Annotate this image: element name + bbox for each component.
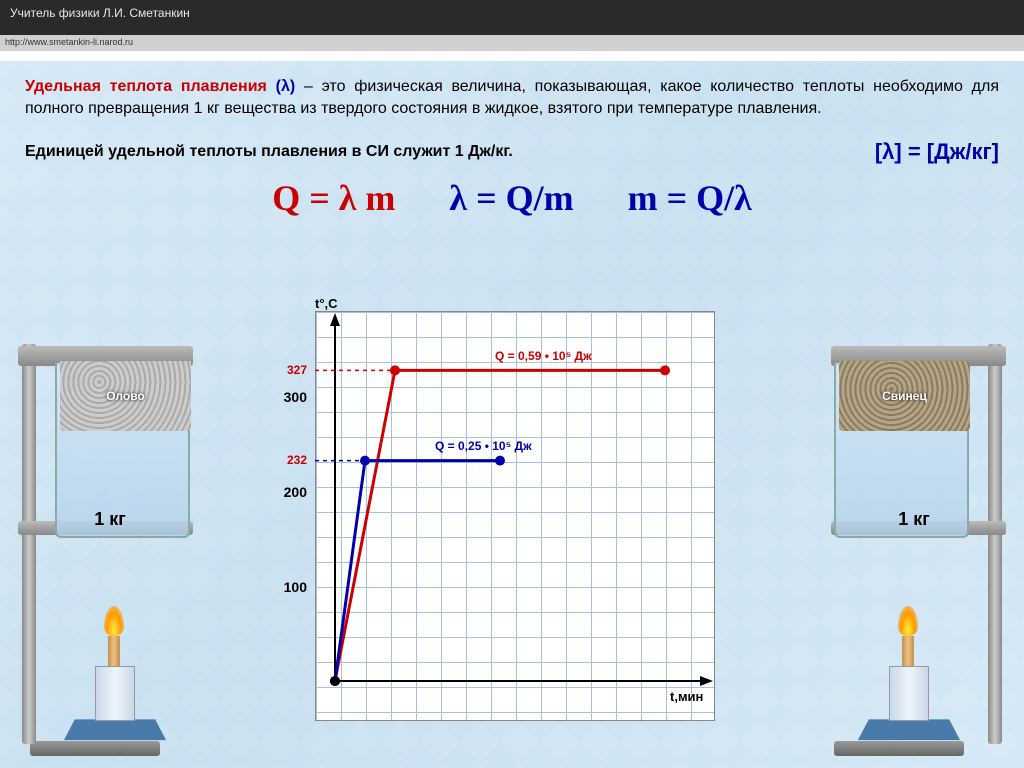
- q-blue-label: Q = 0,25 • 10⁵ Дж: [435, 439, 532, 453]
- lambda-symbol: λ: [281, 78, 290, 95]
- mass-label: 1 кг: [804, 509, 1024, 530]
- burner-body: [95, 666, 135, 721]
- stand-base: [30, 741, 160, 756]
- apparatus-lead: Свинец 1 кг: [804, 331, 1024, 756]
- material-label: Олово: [106, 389, 145, 403]
- tick-300: 300: [262, 389, 307, 405]
- tick-100: 100: [262, 579, 307, 595]
- flame-icon: [104, 606, 124, 636]
- tick-200: 200: [262, 484, 307, 500]
- burner: [854, 681, 964, 741]
- url-text: http://www.smetankin-li.narod.ru: [5, 37, 133, 47]
- stand-rod: [988, 344, 1002, 744]
- tick-327: 327: [262, 363, 307, 377]
- graph: t°,C t,мин 100 200 300 232 327 Q = 0,59 …: [260, 301, 720, 741]
- formula-2: λ = Q/m: [449, 178, 573, 218]
- unit-brackets: [λ] = [Дж/кг]: [875, 139, 999, 165]
- formula-3: m = Q/λ: [628, 178, 752, 218]
- term: Удельная теплота плавления: [25, 78, 267, 95]
- burner: [60, 681, 170, 741]
- y-axis-label: t°,C: [315, 296, 338, 311]
- apparatus-tin: Олово 1 кг: [0, 331, 220, 756]
- definition: Удельная теплота плавления (λ) – это физ…: [25, 76, 999, 121]
- formula-row: Q = λ m λ = Q/m m = Q/λ: [25, 177, 999, 219]
- material-tin: Олово: [60, 361, 191, 431]
- burner-base: [64, 719, 166, 740]
- material-label: Свинец: [882, 389, 927, 403]
- slide-content: Удельная теплота плавления (λ) – это физ…: [0, 61, 1024, 768]
- burner-tube: [108, 636, 120, 666]
- unit-sentence: Единицей удельной теплоты плавления в СИ…: [25, 143, 513, 161]
- url-bar: http://www.smetankin-li.narod.ru: [0, 35, 1024, 51]
- burner-body: [889, 666, 929, 721]
- mass-label: 1 кг: [0, 509, 220, 530]
- q-red-label: Q = 0,59 • 10⁵ Дж: [495, 349, 592, 363]
- teacher-name: Учитель физики Л.И. Сметанкин: [10, 6, 190, 20]
- burner-tube: [902, 636, 914, 666]
- stand-base: [834, 741, 964, 756]
- flame-icon: [898, 606, 918, 636]
- unit-line: Единицей удельной теплоты плавления в СИ…: [25, 139, 999, 165]
- paren-open: (: [267, 78, 281, 95]
- burner-base: [858, 719, 960, 740]
- chart-svg: [260, 301, 720, 741]
- stand-rod: [22, 344, 36, 744]
- formula-main: Q = λ m: [272, 178, 395, 218]
- top-bar: Учитель физики Л.И. Сметанкин: [0, 0, 1024, 35]
- text-block: Удельная теплота плавления (λ) – это физ…: [0, 61, 1024, 224]
- material-lead: Свинец: [839, 361, 970, 431]
- white-strip: [0, 51, 1024, 61]
- x-axis-label: t,мин: [670, 689, 703, 704]
- tick-232: 232: [262, 453, 307, 467]
